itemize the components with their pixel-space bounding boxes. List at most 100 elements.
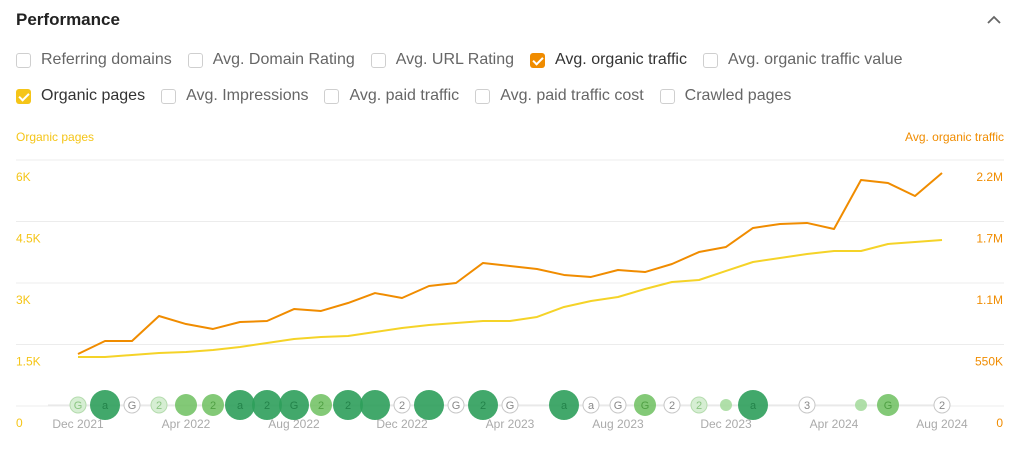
checkbox-unchecked-icon[interactable] <box>475 88 491 104</box>
event-marker-label: G <box>884 400 893 412</box>
x-axis-tick: Apr 2023 <box>486 417 535 431</box>
event-marker-label: G <box>506 400 515 412</box>
event-marker-label: a <box>102 400 109 412</box>
checkbox-unchecked-icon[interactable] <box>370 52 386 68</box>
checkbox-organic-pages[interactable]: Organic pages <box>16 87 145 105</box>
event-marker <box>393 396 411 414</box>
event-marker <box>252 390 282 420</box>
checkbox-unchecked-icon[interactable] <box>161 88 177 104</box>
x-axis-tick: Aug 2022 <box>268 417 320 431</box>
event-marker <box>90 390 120 420</box>
event-marker <box>663 396 681 414</box>
checkbox-label: Avg. Impressions <box>186 87 309 104</box>
checkbox-unchecked-icon[interactable] <box>187 52 203 68</box>
right-axis-tick: 1.7M <box>976 232 1003 246</box>
checkbox-avg-url-rating[interactable]: Avg. URL Rating <box>370 51 515 69</box>
checkbox-avg-domain-rating[interactable]: Avg. Domain Rating <box>187 51 355 69</box>
event-marker <box>690 396 708 414</box>
checkbox-label: Avg. paid traffic <box>349 87 460 104</box>
left-axis-tick: 4.5K <box>16 232 41 246</box>
left-axis-tick: 0 <box>16 416 23 430</box>
checkbox-avg-paid-traffic[interactable]: Avg. paid traffic <box>324 87 459 105</box>
event-marker <box>175 394 197 416</box>
right-axis-tick: 2.2M <box>976 170 1003 184</box>
checkbox-referring-domains[interactable]: Referring domains <box>16 51 172 69</box>
checkbox-unchecked-icon[interactable] <box>659 88 675 104</box>
checkbox-label: Avg. organic traffic <box>555 51 687 68</box>
checkbox-label: Crawled pages <box>684 87 792 104</box>
checkbox-avg-organic-traffic-value[interactable]: Avg. organic traffic value <box>702 51 903 69</box>
x-axis-tick: Dec 2022 <box>376 417 428 431</box>
event-marker-label: 2 <box>696 400 702 412</box>
checkbox-crawled-pages[interactable]: Crawled pages <box>659 87 792 105</box>
series-line-organic-pages <box>78 238 943 359</box>
event-marker-label: G <box>290 400 299 412</box>
event-marker <box>310 394 332 416</box>
x-axis-tick: Dec 2023 <box>700 417 752 431</box>
event-marker <box>202 394 224 416</box>
event-marker-label: 2 <box>264 400 270 412</box>
checkbox-label: Organic pages <box>41 87 146 104</box>
chevron-up-icon <box>987 15 1001 24</box>
event-marker-label: G <box>452 400 461 412</box>
event-marker <box>360 390 390 420</box>
event-marker <box>933 396 951 414</box>
collapse-button[interactable] <box>984 10 1004 30</box>
event-marker-label: 2 <box>156 400 162 412</box>
event-marker-label: G <box>614 400 623 412</box>
event-marker <box>720 399 732 411</box>
event-marker-label: 2 <box>669 400 675 412</box>
checkbox-label: Avg. organic traffic value <box>727 51 903 68</box>
event-marker <box>468 390 498 420</box>
checkbox-unchecked-icon[interactable] <box>702 52 718 68</box>
checkbox-unchecked-icon[interactable] <box>324 88 340 104</box>
checkbox-checked-icon[interactable] <box>16 88 31 104</box>
checkbox-label: Avg. URL Rating <box>395 51 515 68</box>
left-axis-title: Organic pages <box>16 130 95 144</box>
event-marker <box>798 396 816 414</box>
event-marker <box>634 394 656 416</box>
event-marker <box>414 390 444 420</box>
event-marker-label: G <box>74 400 83 412</box>
checkbox-avg-paid-traffic-cost[interactable]: Avg. paid traffic cost <box>475 87 644 105</box>
x-axis-tick: Dec 2021 <box>52 417 104 431</box>
event-marker-label: 2 <box>318 400 324 412</box>
x-axis-tick: Aug 2023 <box>592 417 644 431</box>
series-line-avg-organic-traffic <box>77 172 943 355</box>
event-marker <box>150 396 168 414</box>
left-axis-tick: 1.5K <box>16 355 41 369</box>
metric-options-row-2: Organic pages Avg. Impressions Avg. paid t… <box>16 87 807 105</box>
event-marker-label: 2 <box>345 400 351 412</box>
x-axis-tick: Apr 2022 <box>162 417 211 431</box>
checkbox-checked-icon[interactable] <box>530 52 546 68</box>
checkbox-unchecked-icon[interactable] <box>16 52 31 68</box>
event-marker-label: a <box>237 400 244 412</box>
event-marker <box>69 396 87 414</box>
event-marker-label: a <box>750 400 757 412</box>
event-marker-label: a <box>561 400 568 412</box>
right-axis-title: Avg. organic traffic <box>905 130 1004 144</box>
left-axis-tick: 6K <box>16 170 31 184</box>
checkbox-avg-organic-traffic[interactable]: Avg. organic traffic <box>530 51 687 69</box>
event-marker-label: 2 <box>939 400 945 412</box>
x-axis-tick: Apr 2024 <box>810 417 859 431</box>
event-marker <box>609 396 627 414</box>
event-marker <box>447 396 465 414</box>
checkbox-label: Avg. Domain Rating <box>212 51 355 68</box>
event-marker-label: 2 <box>210 400 216 412</box>
event-marker <box>877 394 899 416</box>
event-marker-label: 2 <box>399 400 405 412</box>
right-axis-tick: 550K <box>975 355 1003 369</box>
event-marker <box>549 390 579 420</box>
event-marker <box>123 396 141 414</box>
event-marker <box>225 390 255 420</box>
checkbox-avg-impressions[interactable]: Avg. Impressions <box>161 87 308 105</box>
left-axis-tick: 3K <box>16 293 31 307</box>
event-marker <box>855 399 867 411</box>
x-axis-tick: Aug 2024 <box>916 417 968 431</box>
event-marker-label: G <box>128 400 137 412</box>
panel-title: Performance <box>16 10 120 29</box>
metric-options-row-1: Referring domains Avg. Domain Rating Avg. … <box>16 51 919 69</box>
